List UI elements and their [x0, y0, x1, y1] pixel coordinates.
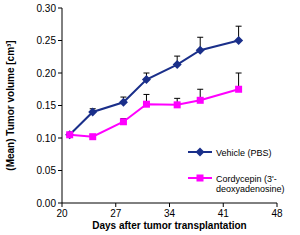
data-point [88, 108, 97, 117]
data-point [66, 131, 73, 138]
chart: 0.00 0.05 0.10 0.15 0.20 0.25 0.30 20 27 34 41 48 Da… [0, 0, 300, 235]
y-tick [58, 105, 62, 106]
series-line [70, 41, 239, 135]
x-tick [277, 203, 278, 207]
data-point [120, 118, 127, 125]
legend-marker [197, 175, 204, 182]
y-tick [58, 170, 62, 171]
data-point [142, 75, 151, 84]
data-point [174, 101, 181, 108]
x-tick-label: 48 [271, 208, 283, 219]
data-point [197, 97, 204, 104]
y-tick-label: 0.10 [37, 133, 57, 144]
x-tick [223, 203, 224, 207]
y-tick [58, 138, 62, 139]
x-axis-label: Days after tumor transplantation [92, 220, 246, 231]
series-line [70, 89, 239, 136]
y-tick-label: 0.00 [37, 198, 57, 209]
y-tick [58, 73, 62, 74]
x-tick [115, 203, 116, 207]
y-axis-label: (Mean) Tumor volume [cm³] [5, 40, 16, 170]
legend-marker [196, 148, 205, 157]
plot-area [65, 26, 243, 140]
y-tick-label: 0.30 [37, 3, 57, 14]
y-tick-label: 0.25 [37, 35, 57, 46]
data-point [89, 133, 96, 140]
y-tick [58, 203, 62, 204]
legend: Vehicle (PBS) Cordycepin (3'-deoxyadenosi… [188, 148, 285, 194]
x-tick-label: 27 [110, 208, 122, 219]
y-tick-label: 0.20 [37, 68, 57, 79]
data-point [65, 130, 74, 139]
y-tick [58, 40, 62, 41]
data-point [143, 101, 150, 108]
data-point [196, 46, 205, 55]
data-point [234, 36, 243, 45]
y-tick-label: 0.15 [37, 100, 57, 111]
y-tick-label: 0.05 [37, 165, 57, 176]
data-point [235, 86, 242, 93]
x-tick-label: 34 [164, 208, 176, 219]
data-point [173, 60, 182, 69]
x-tick [62, 203, 63, 207]
x-tick [169, 203, 170, 207]
x-tick-label: 20 [56, 208, 68, 219]
legend-label: Vehicle (PBS) [216, 148, 272, 158]
x-tick-label: 41 [218, 208, 230, 219]
y-tick [58, 8, 62, 9]
legend-label: Cordycepin (3'-deoxyadenosine) [216, 174, 285, 194]
data-point [119, 98, 128, 107]
